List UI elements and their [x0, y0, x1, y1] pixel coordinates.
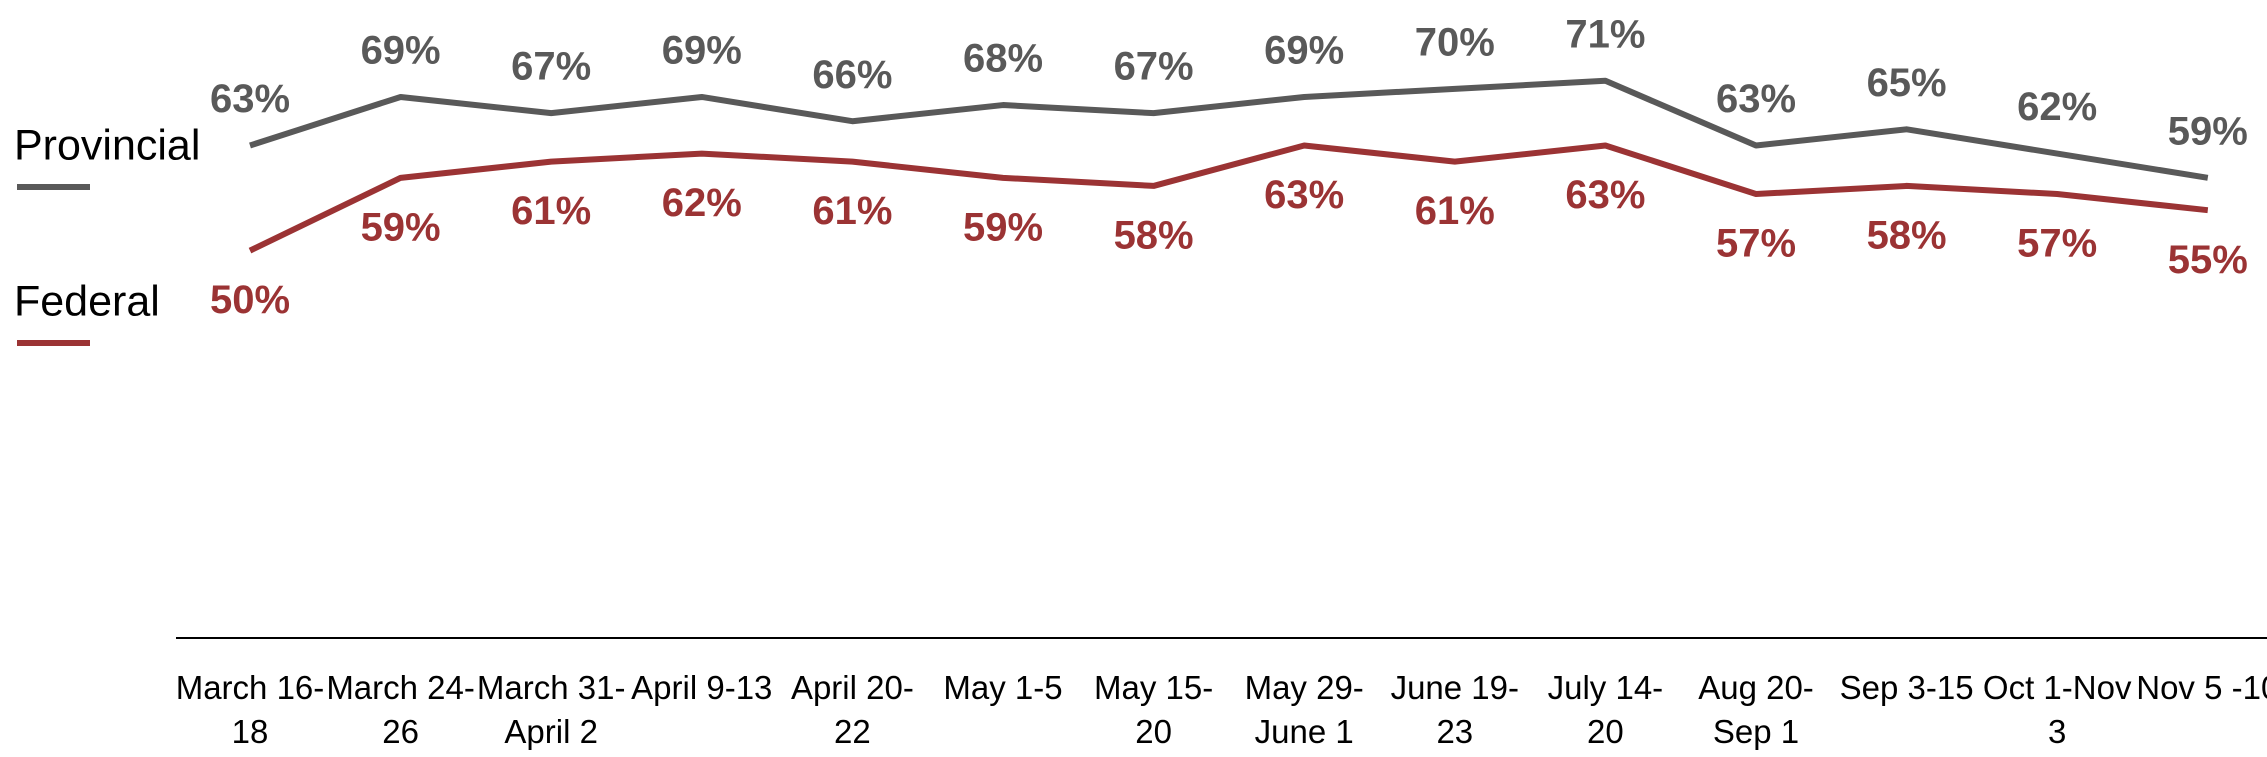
- data-label: 63%: [1716, 77, 1796, 121]
- data-label: 59%: [361, 205, 441, 249]
- data-label: 65%: [1867, 61, 1947, 105]
- data-label: 59%: [963, 205, 1043, 249]
- data-label: 57%: [2017, 222, 2097, 266]
- data-label: 63%: [1264, 173, 1344, 217]
- data-label: 69%: [361, 29, 441, 73]
- data-label: 61%: [511, 189, 591, 233]
- x-tick-label: March 31-April 2: [476, 669, 626, 750]
- data-label: 50%: [210, 278, 290, 322]
- data-label: 66%: [812, 53, 892, 97]
- legend-label: Federal: [14, 277, 160, 325]
- data-label: 68%: [963, 37, 1043, 81]
- data-label: 63%: [1565, 173, 1645, 217]
- data-label: 62%: [662, 181, 742, 225]
- data-label: 59%: [2168, 109, 2248, 153]
- data-label: 67%: [1114, 45, 1194, 89]
- x-tick-label: April 20-22: [790, 669, 914, 750]
- data-label: 69%: [662, 29, 742, 73]
- data-label: 61%: [812, 189, 892, 233]
- x-tick-label: Oct 1-Nov 3: [1982, 669, 2132, 750]
- data-label: 63%: [210, 77, 290, 121]
- legend-label: Provincial: [14, 121, 200, 169]
- series-line: [248, 142, 2209, 254]
- data-label: 62%: [2017, 85, 2097, 129]
- series-line: [249, 77, 2209, 181]
- data-label: 58%: [1867, 213, 1947, 257]
- x-tick-label: May 15-20: [1093, 669, 1214, 750]
- data-label: 71%: [1565, 12, 1645, 56]
- data-label: 70%: [1415, 20, 1495, 64]
- x-tick-label: April 9-13: [631, 669, 773, 706]
- x-tick-label: March 24-26: [326, 669, 475, 750]
- x-tick-label: Aug 20-Sep 1: [1698, 669, 1814, 750]
- x-tick-label: July 14-20: [1547, 669, 1664, 750]
- x-tick-label: May 29-June 1: [1244, 669, 1364, 750]
- x-tick-label: June 19-23: [1390, 669, 1520, 750]
- x-tick-label: Sep 3-15: [1839, 669, 1974, 706]
- x-tick-label: March 16-18: [175, 669, 325, 750]
- data-label: 67%: [511, 45, 591, 89]
- data-label: 58%: [1114, 213, 1194, 257]
- data-label: 69%: [1264, 29, 1344, 73]
- data-label: 57%: [1716, 222, 1796, 266]
- data-label: 61%: [1415, 189, 1495, 233]
- x-tick-label: Nov 5 -10: [2136, 669, 2267, 706]
- x-tick-label: May 1-5: [943, 669, 1063, 706]
- data-label: 55%: [2168, 238, 2248, 282]
